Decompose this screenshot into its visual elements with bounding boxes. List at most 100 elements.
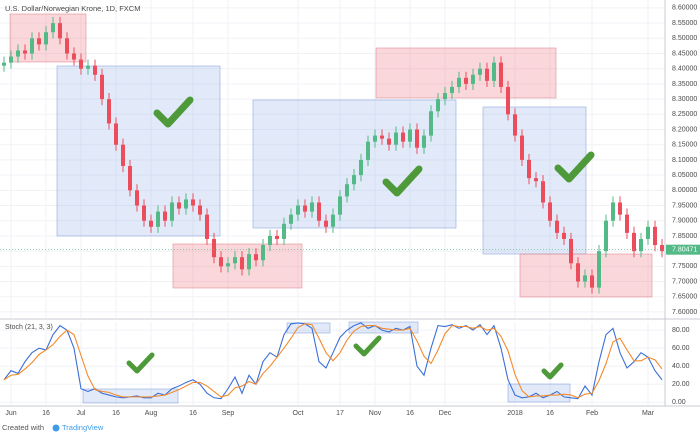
checkmarks <box>126 96 595 380</box>
y-tick-label: 20.00 <box>672 381 690 388</box>
x-tick-label: Sep <box>222 410 235 417</box>
candle-body <box>289 214 293 224</box>
candle-body <box>247 254 251 270</box>
logo <box>52 424 60 432</box>
x-tick-label: Jul <box>77 410 86 417</box>
x-tick-label: Dec <box>439 410 452 417</box>
candle-body <box>177 202 181 209</box>
candle-body <box>37 38 41 45</box>
candle-body <box>261 245 265 261</box>
candle-body <box>100 74 104 100</box>
candle-body <box>107 99 111 124</box>
candle-body <box>646 226 650 239</box>
candle-body <box>527 159 531 179</box>
y-tick-label: 8.30000 <box>672 96 697 103</box>
y-tick-label: 8.15000 <box>672 142 697 149</box>
candle-body <box>317 202 321 221</box>
y-tick-label: 8.20000 <box>672 126 697 133</box>
candle-body <box>562 232 566 239</box>
y-tick-label: 8.05000 <box>672 172 697 179</box>
candle-body <box>240 257 244 270</box>
box <box>172 243 303 289</box>
candle-body <box>457 77 461 87</box>
candle-body <box>366 141 370 160</box>
checkmark <box>126 352 155 374</box>
candle-body <box>534 178 538 182</box>
candle-body <box>583 275 587 282</box>
x-tick-label: Nov <box>369 410 382 417</box>
y-tick-label: 7.70000 <box>672 278 697 285</box>
candle-body <box>604 220 608 252</box>
candle-body <box>639 238 643 252</box>
x-tick-label: Oct <box>293 410 304 417</box>
candle-body <box>184 199 188 209</box>
candle-body <box>303 205 307 212</box>
candle-body <box>9 56 13 63</box>
y-tick-label: 0.00 <box>672 399 686 406</box>
candle-body <box>590 275 594 288</box>
candle-body <box>142 205 146 221</box>
marks <box>0 17 665 400</box>
checkmark <box>153 96 194 128</box>
candle-body <box>380 135 384 139</box>
candle-body <box>2 62 6 66</box>
candle-body <box>310 202 314 212</box>
candle-body <box>597 251 601 288</box>
candle-body <box>513 114 517 136</box>
candle-body <box>660 245 664 252</box>
candle-body <box>226 263 230 267</box>
candle-body <box>611 202 615 221</box>
candle-body <box>625 214 629 233</box>
x-tick-label: 16 <box>42 410 50 417</box>
candle-body <box>373 135 377 142</box>
candle-body <box>478 68 482 75</box>
candle-body <box>79 59 83 69</box>
candle-body <box>51 23 55 33</box>
x-tick-label: Feb <box>586 410 598 417</box>
candle-body <box>44 32 48 45</box>
candle-body <box>30 38 34 54</box>
x-tick-label: 16 <box>546 410 554 417</box>
box <box>286 322 331 334</box>
x-tick-label: 17 <box>336 410 344 417</box>
candle-body <box>114 123 118 145</box>
candle-body <box>464 77 468 84</box>
candle-body <box>254 254 258 261</box>
candle-body <box>548 202 552 221</box>
candle-body <box>345 184 349 197</box>
box <box>252 99 457 229</box>
y-tick-label: 60.00 <box>672 345 690 352</box>
checkmark <box>353 335 382 357</box>
y-tick-label: 7.65000 <box>672 294 697 301</box>
footer-brand[interactable]: TradingView <box>62 423 104 432</box>
candle-body <box>93 65 97 75</box>
candle-body <box>128 165 132 191</box>
candle-body <box>450 86 454 94</box>
last-price-label: 7.80471 <box>672 247 697 254</box>
candle-body <box>394 132 398 145</box>
candle-body <box>72 53 76 60</box>
candle-body <box>569 238 573 264</box>
y-tick-label: 8.00000 <box>672 187 697 194</box>
candle-body <box>422 135 426 148</box>
x-tick-label: Aug <box>145 410 158 417</box>
pane-title: Stoch (21, 3, 3) <box>5 324 53 331</box>
candle-body <box>352 175 356 185</box>
x-tick-label: 16 <box>112 410 120 417</box>
candle-body <box>86 65 90 69</box>
stoch-line <box>3 322 663 400</box>
candle-body <box>541 181 545 203</box>
grid <box>0 0 665 405</box>
candle-body <box>359 159 363 176</box>
candle-body <box>296 205 300 215</box>
candle-body <box>429 111 433 136</box>
y-tick-label: 8.25000 <box>672 111 697 118</box>
candle-body <box>23 50 27 54</box>
candle-body <box>653 226 657 246</box>
checkmark <box>541 362 564 380</box>
candle-body <box>485 68 489 81</box>
candle-body <box>149 220 153 227</box>
